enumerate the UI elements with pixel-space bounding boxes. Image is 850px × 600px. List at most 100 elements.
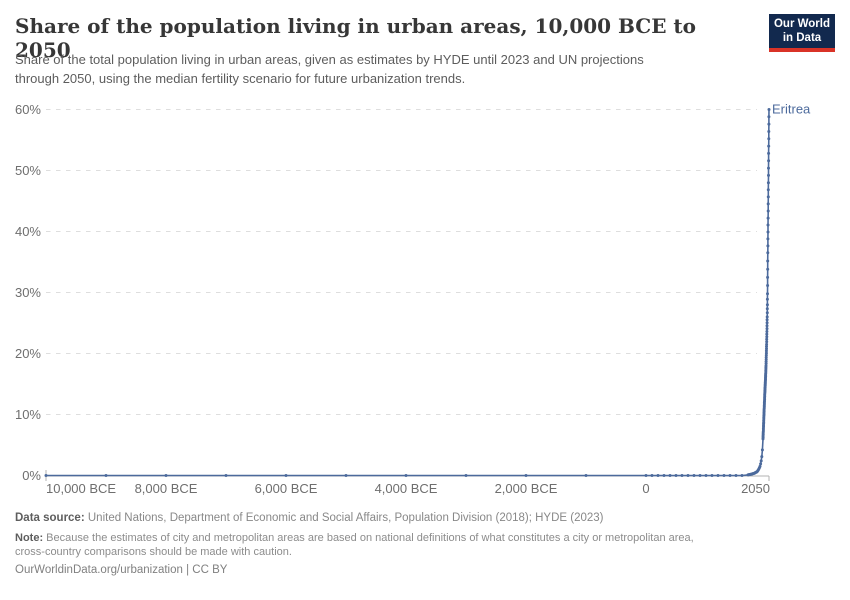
- note-label: Note:: [15, 532, 44, 544]
- series-point: [698, 474, 702, 477]
- series-point: [766, 188, 770, 192]
- series-point: [722, 474, 726, 477]
- series-point: [766, 267, 770, 271]
- series-point: [344, 474, 348, 477]
- subtitle-line-2: through 2050, using the median fertility…: [15, 71, 466, 86]
- series-point: [734, 474, 738, 477]
- series-point: [767, 159, 771, 163]
- series-point: [644, 474, 648, 477]
- series-point: [692, 474, 696, 477]
- series-point: [766, 195, 770, 199]
- series-point: [710, 474, 714, 477]
- page-title: Share of the population living in urban …: [15, 14, 697, 62]
- series-point: [765, 307, 769, 311]
- series-point: [404, 474, 408, 477]
- series-point: [668, 474, 672, 477]
- series-point: [765, 315, 769, 319]
- series-point: [767, 130, 771, 133]
- series-point: [767, 115, 771, 119]
- series-point: [765, 303, 769, 307]
- series-point: [464, 474, 468, 477]
- y-axis-tick-label: 40%: [15, 224, 41, 239]
- series-point: [765, 335, 769, 339]
- series-point: [766, 259, 770, 263]
- series-point: [767, 144, 771, 148]
- owid-logo[interactable]: Our World in Data: [769, 14, 835, 52]
- series-point: [766, 251, 770, 255]
- series-point: [764, 349, 768, 353]
- series-point: [766, 202, 770, 206]
- chart-subtitle: Share of the total population living in …: [15, 50, 775, 88]
- series-point: [765, 330, 769, 333]
- footer-attribution[interactable]: OurWorldinData.org/urbanization | CC BY: [15, 564, 228, 576]
- series-point: [686, 474, 690, 477]
- y-axis-tick-label: 60%: [15, 102, 41, 117]
- series-point: [674, 474, 678, 477]
- series-point: [766, 181, 770, 185]
- series-point: [767, 173, 770, 177]
- series-point: [765, 327, 769, 331]
- series-point: [680, 474, 684, 477]
- series-point: [767, 166, 770, 170]
- series-point: [759, 459, 763, 463]
- series-point: [284, 474, 288, 477]
- series-point: [765, 318, 769, 322]
- y-axis-tick-label: 0%: [22, 468, 41, 483]
- y-axis-tick-label: 50%: [15, 163, 41, 178]
- series-point: [765, 347, 768, 351]
- datasource-label: Data source:: [15, 512, 85, 524]
- series-point: [765, 297, 769, 301]
- series-point: [765, 321, 769, 325]
- series-point: [767, 137, 771, 141]
- subtitle-line-1: Share of the total population living in …: [15, 52, 644, 67]
- series-point: [164, 474, 168, 477]
- series-point: [650, 474, 654, 477]
- x-axis-tick-label: 0: [642, 481, 649, 496]
- series-point: [524, 474, 528, 477]
- series-point: [764, 353, 768, 357]
- series-point: [104, 474, 108, 477]
- series-point: [765, 324, 769, 328]
- y-axis-tick-label: 30%: [15, 285, 41, 300]
- series-point: [766, 223, 770, 227]
- x-axis-tick-label: 8,000 BCE: [135, 481, 198, 496]
- x-axis-tick-label: 2050: [741, 481, 770, 496]
- series-point: [765, 342, 769, 346]
- series-point: [44, 474, 48, 477]
- series-point: [759, 462, 763, 466]
- series-point: [584, 474, 588, 477]
- series-point: [765, 340, 769, 344]
- series-point: [767, 108, 771, 111]
- series-point: [728, 474, 732, 477]
- series-point: [760, 455, 764, 459]
- note-line-1: Because the estimates of city and metrop…: [46, 532, 694, 544]
- footer-datasource: Data source: United Nations, Department …: [15, 512, 835, 524]
- series-point: [764, 358, 768, 361]
- datasource-text: United Nations, Department of Economic a…: [87, 512, 604, 524]
- series-point: [740, 474, 744, 477]
- series-point: [758, 464, 762, 468]
- series-point: [766, 216, 770, 220]
- series-point: [704, 474, 708, 477]
- x-axis-tick-label: 6,000 BCE: [255, 481, 318, 496]
- series-point: [716, 474, 720, 477]
- chart-plot-area[interactable]: 0% 10% 20% 30% 40% 50% 60% 10,000 BCE 8,000 BCE 6…: [0, 0, 850, 505]
- series-point: [760, 448, 764, 452]
- series-entity-label[interactable]: Eritrea: [772, 102, 811, 117]
- series-point: [766, 209, 770, 213]
- series-point: [766, 284, 770, 287]
- series-point: [767, 151, 771, 155]
- series-point: [765, 337, 769, 341]
- series-point: [662, 474, 666, 477]
- series-point: [766, 275, 770, 279]
- owid-logo-line-1: Our World: [773, 18, 830, 30]
- y-axis-tick-label: 10%: [15, 407, 41, 422]
- y-axis-tick-label: 20%: [15, 346, 41, 361]
- series-point: [766, 292, 769, 296]
- series-point: [764, 351, 768, 355]
- footer-note: Note: Because the estimates of city and …: [15, 531, 840, 559]
- series-point: [766, 230, 770, 234]
- note-line-2: cross-country comparisons should be made…: [15, 546, 292, 558]
- series-point: [656, 474, 660, 477]
- x-axis-tick-label: 2,000 BCE: [495, 481, 558, 496]
